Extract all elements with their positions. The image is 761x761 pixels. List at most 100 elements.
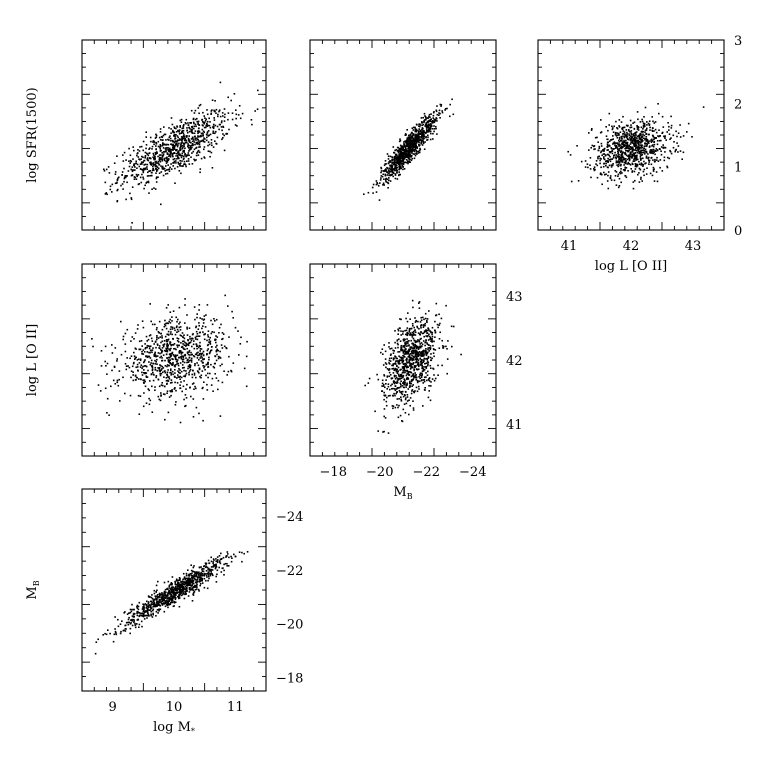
- scatter-point: [648, 161, 650, 163]
- scatter-point: [192, 118, 195, 121]
- scatter-point: [209, 121, 211, 123]
- scatter-point: [398, 150, 400, 153]
- scatter-point: [413, 146, 416, 149]
- scatter-point: [218, 326, 221, 329]
- scatter-point: [213, 318, 215, 320]
- scatter-point: [410, 339, 412, 342]
- scatter-point: [149, 349, 152, 352]
- scatter-point: [116, 379, 119, 382]
- scatter-point: [423, 130, 425, 132]
- scatter-point: [646, 127, 648, 130]
- scatter-point: [607, 129, 609, 132]
- scatter-point: [435, 127, 437, 130]
- scatter-point: [137, 369, 139, 372]
- scatter-point: [630, 126, 633, 129]
- scatter-point: [124, 332, 127, 335]
- scatter-point: [174, 381, 176, 384]
- scatter-point: [153, 343, 155, 345]
- scatter-point: [394, 368, 396, 370]
- scatter-point: [631, 135, 633, 138]
- scatter-point: [394, 167, 396, 170]
- scatter-point: [438, 313, 440, 316]
- scatter-point: [180, 144, 182, 146]
- scatter-point: [218, 128, 220, 131]
- scatter-point: [407, 154, 410, 156]
- scatter-point: [397, 162, 399, 165]
- scatter-point: [179, 326, 182, 328]
- scatter-point: [160, 384, 163, 386]
- scatter-point: [171, 320, 173, 322]
- scatter-point: [400, 153, 403, 156]
- scatter-point: [207, 330, 210, 332]
- scatter-point: [204, 117, 206, 119]
- scatter-point: [647, 153, 649, 155]
- scatter-point: [174, 182, 176, 184]
- scatter-point: [180, 356, 182, 358]
- scatter-point: [630, 124, 632, 126]
- scatter-point: [161, 158, 163, 160]
- scatter-point: [170, 368, 172, 370]
- scatter-point: [408, 142, 410, 144]
- scatter-point: [196, 152, 198, 154]
- scatter-point: [401, 159, 404, 162]
- scatter-point: [169, 135, 171, 137]
- scatter-point: [649, 140, 651, 142]
- scatter-point: [408, 327, 411, 330]
- scatter-point: [195, 159, 197, 161]
- scatter-point: [620, 155, 623, 157]
- scatter-point: [405, 397, 407, 399]
- scatter-point: [172, 158, 175, 161]
- scatter-point: [144, 372, 147, 374]
- scatter-point: [639, 157, 642, 159]
- scatter-point: [256, 108, 259, 110]
- scatter-point: [595, 163, 597, 165]
- scatter-point: [617, 147, 619, 150]
- scatter-point: [170, 363, 173, 365]
- scatter-point: [618, 134, 620, 136]
- scatter-point: [226, 374, 228, 376]
- scatter-point: [406, 140, 408, 142]
- scatter-point: [181, 390, 183, 393]
- scatter-point: [146, 168, 148, 170]
- scatter-point: [400, 160, 403, 163]
- scatter-point: [617, 186, 620, 189]
- scatter-point: [197, 364, 200, 367]
- scatter-point: [406, 129, 408, 131]
- scatter-point: [425, 122, 428, 124]
- scatter-point: [145, 182, 147, 184]
- scatter-point: [679, 136, 682, 138]
- scatter-point: [203, 157, 206, 159]
- scatter-point: [141, 353, 143, 355]
- scatter-point: [415, 123, 418, 126]
- scatter-point: [442, 347, 444, 349]
- scatter-point: [397, 329, 400, 332]
- scatter-point: [226, 565, 228, 567]
- scatter-point: [171, 139, 174, 142]
- scatter-point: [136, 154, 138, 157]
- scatter-point: [177, 161, 179, 164]
- scatter-point: [164, 371, 167, 374]
- scatter-point: [177, 136, 179, 139]
- scatter-point: [428, 380, 431, 382]
- scatter-point: [608, 164, 611, 167]
- scatter-point: [437, 374, 439, 376]
- scatter-point: [195, 154, 198, 157]
- scatter-point: [417, 131, 420, 133]
- scatter-point: [152, 608, 155, 611]
- scatter-point: [410, 392, 413, 395]
- scatter-point: [228, 128, 230, 131]
- scatter-point: [409, 397, 412, 399]
- scatter-point: [186, 352, 189, 354]
- scatter-point: [181, 332, 184, 334]
- scatter-point: [642, 170, 645, 173]
- scatter-point: [230, 369, 232, 372]
- scatter-point: [189, 122, 191, 124]
- scatter-point: [404, 351, 407, 354]
- scatter-point: [165, 147, 168, 149]
- scatter-point: [419, 372, 422, 374]
- scatter-point: [193, 112, 196, 114]
- scatter-point: [412, 137, 415, 140]
- scatter-point: [203, 358, 205, 360]
- scatter-point: [239, 343, 242, 345]
- scatter-point: [187, 367, 189, 370]
